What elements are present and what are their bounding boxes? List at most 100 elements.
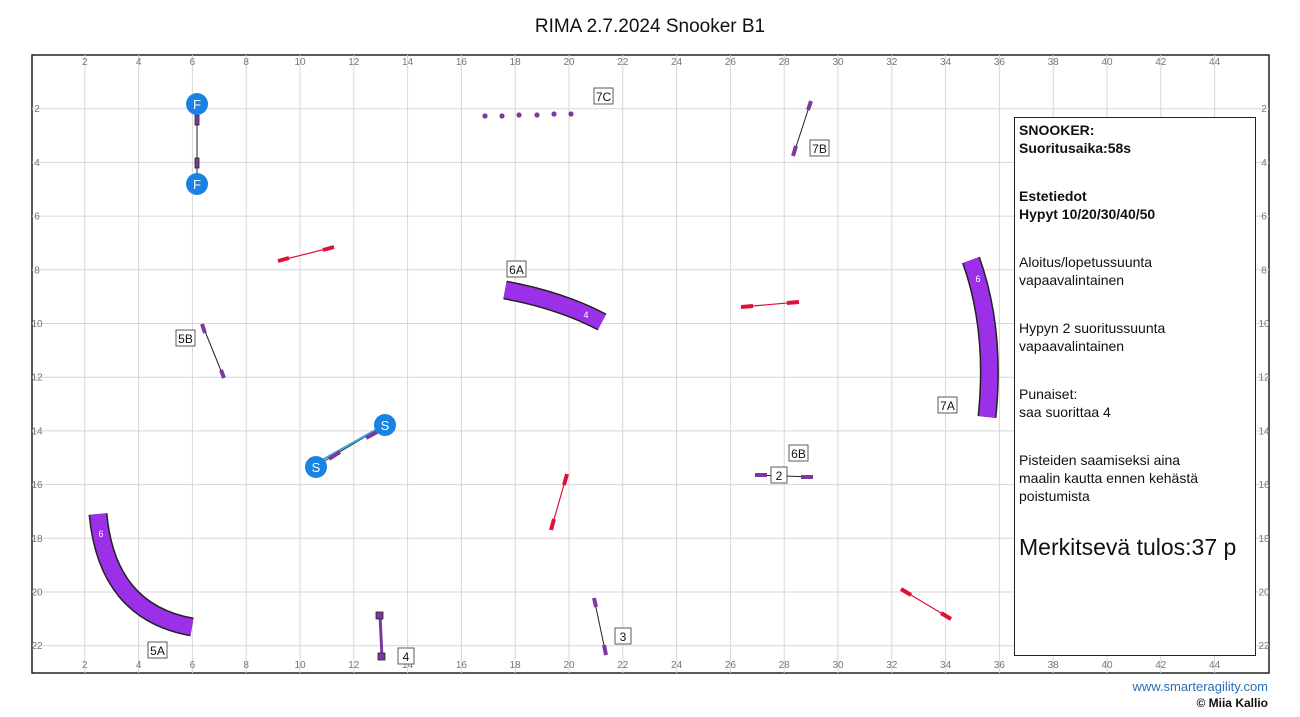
- x-tick-label: 4: [136, 660, 142, 671]
- result-text: Merkitsevä tulos:37 p: [1019, 534, 1237, 560]
- x-tick-label: 22: [617, 57, 629, 68]
- y-tick-label: 14: [1258, 426, 1270, 437]
- x-tick-label: 28: [779, 660, 791, 671]
- label-5b: 5B: [175, 329, 196, 347]
- label-4: 4: [397, 647, 415, 665]
- svg-text:5A: 5A: [150, 644, 165, 658]
- label-3: 3: [614, 627, 632, 645]
- info-line-12: maalin kautta ennen kehästä: [1019, 470, 1199, 486]
- x-tick-label: 10: [294, 660, 306, 671]
- info-line-7: Hypyn 2 suoritussuunta: [1019, 320, 1166, 336]
- svg-text:2: 2: [776, 469, 783, 483]
- start-point-right-label: S: [381, 418, 390, 433]
- x-tick-label: 32: [886, 660, 898, 671]
- red-jump-2: [740, 300, 800, 309]
- info-line-9: Punaiset:: [1019, 386, 1078, 402]
- x-tick-label: 30: [832, 57, 844, 68]
- y-tick-label: 14: [31, 426, 43, 437]
- red-jump-1: [277, 245, 335, 263]
- x-tick-label: 4: [136, 57, 142, 68]
- svg-text:6B: 6B: [791, 447, 806, 461]
- x-tick-label: 12: [348, 57, 360, 68]
- y-tick-label: 8: [34, 265, 40, 276]
- info-line-6: vapaavalintainen: [1019, 272, 1125, 288]
- x-tick-label: 14: [402, 57, 414, 68]
- x-tick-label: 36: [994, 660, 1006, 671]
- copyright-text: © Miia Kallio: [1196, 696, 1268, 710]
- label-7b: 7B: [809, 139, 830, 157]
- svg-text:7A: 7A: [940, 399, 955, 413]
- x-tick-label: 44: [1209, 660, 1221, 671]
- svg-text:3: 3: [620, 630, 627, 644]
- start-point-right: [374, 414, 396, 436]
- label-7c: 7C: [593, 87, 614, 105]
- info-line-4: Hypyt 10/20/30/40/50: [1019, 206, 1156, 222]
- x-tick-label: 22: [617, 660, 629, 671]
- x-tick-label: 28: [779, 57, 791, 68]
- x-tick-label: 40: [1101, 660, 1113, 671]
- y-tick-label: 16: [31, 480, 43, 491]
- jump-7b: [791, 100, 813, 157]
- tunnel-6a: 4: [503, 280, 607, 331]
- finish-point-bottom-label: F: [193, 177, 201, 192]
- y-tick-label: 8: [1261, 265, 1267, 276]
- x-tick-label: 2: [82, 660, 88, 671]
- jump-3: [592, 597, 608, 656]
- tunnel-7a-number: 6: [975, 274, 980, 284]
- y-tick-label: 22: [1258, 641, 1270, 652]
- start-point-left-label: S: [312, 460, 321, 475]
- info-line-5: Aloitus/lopetussuunta: [1019, 254, 1153, 270]
- x-tick-label: 30: [832, 660, 844, 671]
- tunnel-5a-number: 6: [98, 529, 103, 539]
- x-tick-label: 12: [348, 660, 360, 671]
- finish-point-bottom: [186, 173, 208, 195]
- y-tick-label: 22: [31, 641, 43, 652]
- site-link[interactable]: www.smarteragility.com: [1132, 679, 1268, 694]
- finish-line: F F: [186, 93, 208, 195]
- x-tick-label: 24: [671, 57, 683, 68]
- x-tick-label: 16: [456, 57, 468, 68]
- x-tick-label: 42: [1155, 57, 1167, 68]
- label-6b: 6B: [788, 444, 809, 462]
- x-tick-label: 20: [563, 57, 575, 68]
- x-tick-label: 38: [1048, 57, 1060, 68]
- x-tick-label: 36: [994, 57, 1006, 68]
- y-tick-label: 12: [31, 373, 43, 384]
- x-tick-label: 26: [725, 660, 737, 671]
- x-tick-label: 18: [510, 660, 522, 671]
- y-tick-label: 12: [1258, 373, 1270, 384]
- label-7a: 7A: [937, 396, 958, 414]
- finish-point-top: [186, 93, 208, 115]
- info-line-8: vapaavalintainen: [1019, 338, 1125, 354]
- x-tick-label: 42: [1155, 660, 1167, 671]
- y-tick-label: 18: [31, 534, 43, 545]
- x-tick-label: 6: [190, 57, 196, 68]
- x-tick-label: 32: [886, 57, 898, 68]
- x-tick-label: 8: [243, 57, 249, 68]
- y-tick-label: 2: [1261, 104, 1267, 115]
- y-tick-label: 4: [34, 158, 40, 169]
- label-2: 2: [770, 466, 788, 484]
- x-tick-label: 40: [1101, 57, 1113, 68]
- svg-text:7B: 7B: [812, 142, 827, 156]
- info-line-3: Estetiedot: [1019, 188, 1087, 204]
- y-tick-label: 20: [31, 588, 43, 599]
- x-tick-label: 16: [456, 660, 468, 671]
- x-tick-label: 34: [940, 660, 952, 671]
- x-tick-label: 34: [940, 57, 952, 68]
- info-line-11: Pisteiden saamiseksi aina: [1019, 452, 1181, 468]
- x-tick-label: 18: [510, 57, 522, 68]
- x-tick-label: 20: [563, 660, 575, 671]
- y-tick-label: 16: [1258, 480, 1270, 491]
- svg-text:6A: 6A: [509, 263, 524, 277]
- x-tick-label: 14: [402, 660, 414, 671]
- svg-text:5B: 5B: [178, 332, 193, 346]
- start-line: S S: [305, 414, 396, 478]
- label-5a: 5A: [147, 641, 168, 659]
- x-tick-label: 8: [243, 660, 249, 671]
- x-tick-label: 26: [725, 57, 737, 68]
- y-tick-label: 10: [1258, 319, 1270, 330]
- obstacle-7c-dots: [482, 111, 574, 119]
- x-tick-label: 44: [1209, 57, 1221, 68]
- svg-text:7C: 7C: [596, 90, 612, 104]
